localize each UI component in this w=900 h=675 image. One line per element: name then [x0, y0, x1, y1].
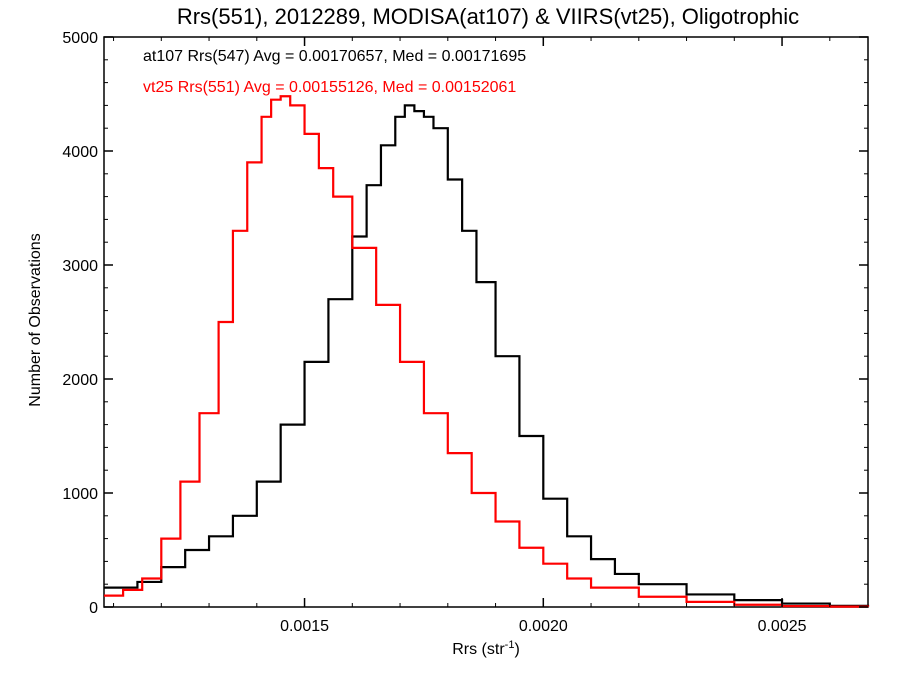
- x-tick-label: 0.0015: [280, 618, 329, 635]
- series-line-1: [104, 95, 870, 608]
- y-tick-label: 0: [89, 600, 98, 617]
- x-tick-label: 0.0025: [758, 618, 807, 635]
- plot-area: [103, 36, 869, 608]
- y-tick-label: 2000: [62, 372, 98, 389]
- y-tick-label: 5000: [62, 30, 98, 47]
- x-axis-label-suffix: ): [514, 641, 519, 658]
- y-tick-label: 1000: [62, 486, 98, 503]
- x-tick-label: 0.0020: [519, 618, 568, 635]
- chart-title: Rrs(551), 2012289, MODISA(at107) & VIIRS…: [177, 4, 799, 29]
- plot-frame: [103, 36, 869, 608]
- ticks-layer: 0 1000 2000 3000 4000 5000 0.0015 0.0020 0.0025: [62, 30, 868, 635]
- y-tick-label: 4000: [62, 144, 98, 161]
- annotation-viirs: vt25 Rrs(551) Avg = 0.00155126, Med = 0.…: [143, 79, 516, 96]
- x-axis-label-text: Rrs (str: [452, 641, 505, 658]
- x-axis-label: Rrs (str-1): [452, 639, 520, 658]
- y-tick-label: 3000: [62, 258, 98, 275]
- series-layer: [104, 95, 870, 608]
- y-axis-label: Number of Observations: [27, 233, 44, 406]
- annotation-modis: at107 Rrs(547) Avg = 0.00170657, Med = 0…: [143, 48, 526, 65]
- x-axis-label-sup: -1: [505, 639, 515, 651]
- series-line-0: [104, 104, 870, 607]
